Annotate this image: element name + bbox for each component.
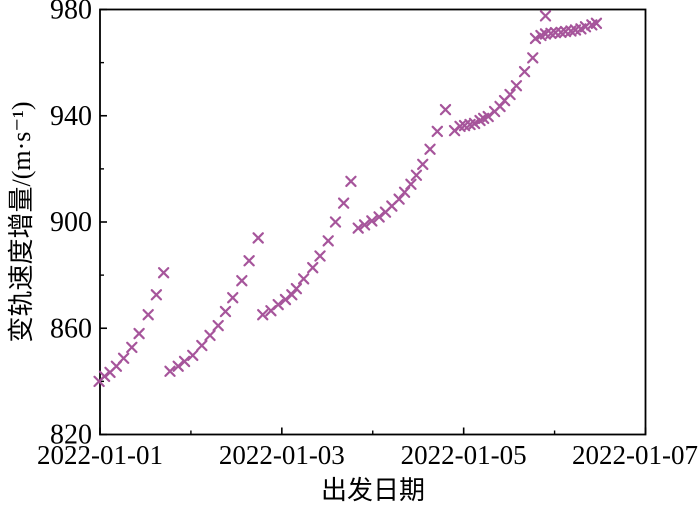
data-point-marker — [529, 32, 542, 45]
data-point-marker — [590, 17, 603, 30]
data-point-marker — [527, 52, 539, 64]
data-point-marker — [236, 275, 248, 287]
data-point-marker — [252, 232, 264, 244]
data-point-marker — [358, 219, 371, 231]
data-point-marker — [133, 327, 145, 340]
data-point-marker — [352, 222, 364, 234]
data-point-marker — [345, 175, 357, 188]
data-point-marker — [150, 289, 163, 301]
data-point-marker — [417, 158, 429, 171]
y-tick-label: 860 — [50, 313, 92, 344]
data-point-marker — [431, 125, 444, 138]
x-tick-label: 2022-01-05 — [401, 440, 527, 470]
data-point-marker — [204, 329, 216, 342]
data-point-marker — [518, 65, 531, 78]
y-axis-title: 变轨速度增量/(m·s⁻¹) — [7, 101, 36, 343]
data-point-marker — [212, 319, 224, 332]
data-point-marker — [286, 289, 298, 301]
data-point-marker — [279, 293, 292, 306]
data-point-marker — [504, 88, 516, 101]
data-point-marker — [398, 186, 411, 198]
data-point-marker — [157, 267, 170, 279]
data-point-marker — [126, 341, 138, 354]
data-point-marker — [219, 305, 232, 318]
data-point-marker — [117, 352, 130, 364]
y-tick-label: 820 — [50, 420, 92, 451]
y-tick-label: 980 — [50, 0, 92, 26]
data-point-marker — [439, 103, 452, 116]
x-axis-title: 出发日期 — [320, 476, 425, 505]
data-point-marker — [424, 143, 436, 155]
data-point-marker — [290, 282, 303, 295]
y-tick-label: 900 — [50, 207, 92, 238]
x-tick-label: 2022-01-07 — [572, 440, 698, 470]
data-point-marker — [142, 309, 154, 321]
data-point-marker — [405, 178, 417, 190]
data-point-marker — [510, 80, 523, 92]
data-point-marker — [227, 292, 239, 304]
data-point-marker — [468, 117, 481, 130]
data-point-marker — [307, 261, 319, 274]
y-tick-label: 940 — [50, 101, 92, 132]
data-point-marker — [329, 216, 342, 228]
x-tick-label: 2022-01-03 — [219, 440, 345, 470]
data-point-marker — [164, 365, 176, 377]
data-point-marker — [178, 355, 191, 368]
data-point-marker — [337, 197, 350, 209]
data-point-marker — [539, 10, 552, 22]
data-point-marker — [187, 349, 199, 362]
data-point-marker — [410, 169, 423, 181]
data-point-marker — [373, 211, 385, 223]
data-point-marker — [257, 309, 269, 321]
data-point-marker — [172, 360, 184, 372]
data-point-marker — [314, 250, 326, 262]
data-point-marker — [579, 21, 592, 33]
data-point-marker — [272, 298, 284, 311]
data-point-marker — [366, 215, 378, 227]
data-point-marker — [196, 339, 208, 352]
data-point-marker — [322, 235, 334, 247]
x-tick-label: 2022-01-01 — [37, 440, 163, 470]
data-point-marker — [243, 255, 255, 267]
data-point-marker — [297, 273, 310, 285]
